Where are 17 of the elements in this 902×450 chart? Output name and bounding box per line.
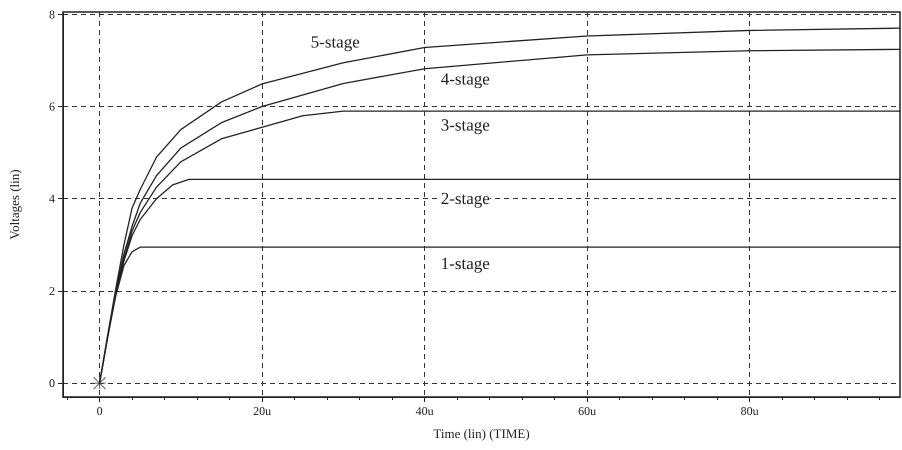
x-tick-label: 60u xyxy=(578,404,596,418)
y-axis-title: Voltages (lin) xyxy=(7,169,22,240)
y-tick-label: 2 xyxy=(49,284,55,298)
y-tick-label: 8 xyxy=(49,7,55,22)
x-tick-label: 0 xyxy=(96,404,103,418)
series-label: 1-stage xyxy=(440,254,490,273)
series-label: 5-stage xyxy=(310,32,360,52)
x-tick-label: 40u xyxy=(416,404,434,418)
series-label: 4-stage xyxy=(440,69,490,88)
y-tick-label: 6 xyxy=(49,100,55,114)
series-label: 2-stage xyxy=(440,189,490,208)
y-tick-label: 4 xyxy=(49,192,55,206)
y-tick-label: 0 xyxy=(49,376,55,390)
x-tick-label: 80u xyxy=(740,404,759,418)
x-tick-label: 20u xyxy=(253,404,272,418)
x-axis-title: Time (lin) (TIME) xyxy=(433,426,530,441)
series-label: 3-stage xyxy=(440,115,490,134)
